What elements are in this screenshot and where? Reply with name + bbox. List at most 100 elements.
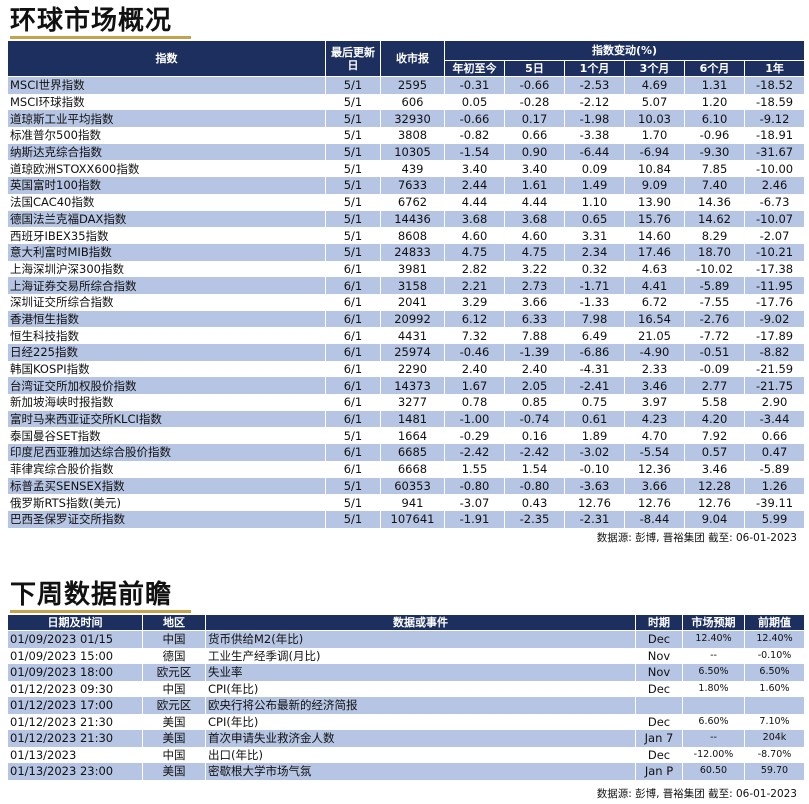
previous-value: 59.70 xyxy=(744,763,805,780)
market-row: 英国富时100指数 5/1 7633 2.44 1.61 1.49 9.09 7.40 2.46 xyxy=(7,177,806,194)
1m-change: -1.33 xyxy=(564,293,625,311)
header-expected: 市场预期 xyxy=(682,614,745,631)
close-value: 10305 xyxy=(380,143,445,161)
header-1m: 1个月 xyxy=(564,60,625,77)
1m-change: 0.61 xyxy=(564,410,625,428)
1m-change: 0.65 xyxy=(564,210,625,228)
event-period: Jan P xyxy=(635,763,683,780)
6m-change: 14.62 xyxy=(684,210,745,228)
6m-change: -2.76 xyxy=(684,310,745,328)
5d-change: 6.33 xyxy=(504,310,565,328)
3m-change: 1.70 xyxy=(624,127,685,144)
last-update: 5/1 xyxy=(325,177,381,194)
index-name: MSCI环球指数 xyxy=(7,93,326,111)
event-datetime: 01/12/2023 21:30 xyxy=(7,730,143,747)
ytd-change: -0.66 xyxy=(444,110,505,128)
index-name: MSCI世界指数 xyxy=(7,76,326,94)
close-value: 32930 xyxy=(380,110,445,128)
market-overview-title: 环球市场概况 xyxy=(10,6,191,39)
3m-change: 4.41 xyxy=(624,277,685,294)
market-row: 香港恒生指数 6/1 20992 6.12 6.33 7.98 16.54 -2.76 -9.0… xyxy=(7,310,806,328)
close-value: 4431 xyxy=(380,327,445,344)
1y-change: -18.91 xyxy=(743,127,806,144)
index-name: 德国法兰克福DAX指数 xyxy=(7,210,326,228)
close-value: 941 xyxy=(380,494,445,511)
1y-change: -10.00 xyxy=(743,160,806,178)
5d-change: 3.68 xyxy=(504,210,565,228)
market-expected: 60.50 xyxy=(682,763,745,780)
event-datetime: 01/09/2023 01/15 xyxy=(7,630,143,648)
5d-change: -0.74 xyxy=(504,410,565,428)
ytd-change: 0.78 xyxy=(444,394,505,411)
1y-change: -6.73 xyxy=(743,193,806,211)
1m-change: 1.10 xyxy=(564,193,625,211)
5d-change: 4.75 xyxy=(504,243,565,261)
5d-change: 2.05 xyxy=(504,377,565,395)
header-index: 指数 xyxy=(7,40,326,77)
5d-change: 1.61 xyxy=(504,177,565,194)
5d-change: 7.88 xyxy=(504,327,565,344)
1m-change: -2.12 xyxy=(564,93,625,111)
1y-change: 2.90 xyxy=(743,394,806,411)
event-datetime: 01/12/2023 17:00 xyxy=(7,697,143,714)
6m-change: 7.40 xyxy=(684,177,745,194)
previous-value: -8.70% xyxy=(744,746,805,763)
1y-change: -21.59 xyxy=(743,360,806,378)
1y-change: 0.66 xyxy=(743,427,806,445)
6m-change: 18.70 xyxy=(684,243,745,261)
1m-change: 12.76 xyxy=(564,494,625,511)
last-update: 5/1 xyxy=(325,227,381,244)
previous-value: -0.10% xyxy=(744,647,805,664)
last-update: 5/1 xyxy=(325,494,381,511)
3m-change: 9.09 xyxy=(624,177,685,194)
event-region: 美国 xyxy=(142,763,206,780)
event-datetime: 01/12/2023 21:30 xyxy=(7,713,143,730)
1y-change: -2.07 xyxy=(743,227,806,244)
close-value: 3981 xyxy=(380,260,445,278)
market-row: 道琼斯工业平均指数 5/1 32930 -0.66 0.17 -1.98 10.03 6.10… xyxy=(7,110,806,128)
index-name: 意大利富时MIB指数 xyxy=(7,243,326,261)
ytd-change: -0.82 xyxy=(444,127,505,144)
market-expected: 1.80% xyxy=(682,680,745,697)
calendar-row: 01/09/2023 15:00 德国 工业生产经季调(月比) Nov -- -0.10% xyxy=(7,647,805,664)
1m-change: -3.63 xyxy=(564,477,625,495)
5d-change: 1.54 xyxy=(504,460,565,478)
event-datetime: 01/09/2023 18:00 xyxy=(7,664,143,681)
6m-change: 1.31 xyxy=(684,76,745,94)
header-5d: 5日 xyxy=(504,60,565,77)
calendar-row: 01/13/2023 中国 出口(年比) Dec -12.00% -8.70% xyxy=(7,746,805,763)
1y-change: -17.89 xyxy=(743,327,806,344)
5d-change: 0.66 xyxy=(504,127,565,144)
index-name: 法国CAC40指数 xyxy=(7,193,326,211)
market-row: 深圳证交所综合指数 6/1 2041 3.29 3.66 -1.33 6.72 -7.55 -1… xyxy=(7,293,806,311)
header-ytd: 年初至今 xyxy=(444,60,505,77)
event-region: 美国 xyxy=(142,713,206,730)
5d-change: 3.40 xyxy=(504,160,565,178)
header-6m: 6个月 xyxy=(684,60,745,77)
last-update: 5/1 xyxy=(325,127,381,144)
6m-change: 6.10 xyxy=(684,110,745,128)
5d-change: 0.85 xyxy=(504,394,565,411)
previous-value: 7.10% xyxy=(744,713,805,730)
event-region: 中国 xyxy=(142,680,206,697)
index-name: 道琼欧洲STOXX600指数 xyxy=(7,160,326,178)
1m-change: -2.31 xyxy=(564,510,625,528)
3m-change: 4.23 xyxy=(624,410,685,428)
1y-change: -18.52 xyxy=(743,76,806,94)
previous-value: 1.60% xyxy=(744,680,805,697)
3m-change: 12.76 xyxy=(624,494,685,511)
index-name: 英国富时100指数 xyxy=(7,177,326,194)
6m-change: 0.57 xyxy=(684,444,745,461)
market-row: MSCI环球指数 5/1 606 0.05 -0.28 -2.12 5.07 1.20 -18.… xyxy=(7,93,806,111)
6m-change: 5.58 xyxy=(684,394,745,411)
event-name: 密歇根大学市场气氛 xyxy=(205,763,636,780)
3m-change: 5.07 xyxy=(624,93,685,111)
event-period: Nov xyxy=(635,647,683,664)
market-row: 标准普尔500指数 5/1 3808 -0.82 0.66 -3.38 1.70 -0.96-… xyxy=(7,127,806,144)
last-update: 6/1 xyxy=(325,360,381,378)
6m-change: -7.55 xyxy=(684,293,745,311)
market-expected xyxy=(682,697,745,714)
6m-change: -9.30 xyxy=(684,143,745,161)
previous-value: 12.40% xyxy=(744,630,805,648)
last-update: 6/1 xyxy=(325,377,381,395)
